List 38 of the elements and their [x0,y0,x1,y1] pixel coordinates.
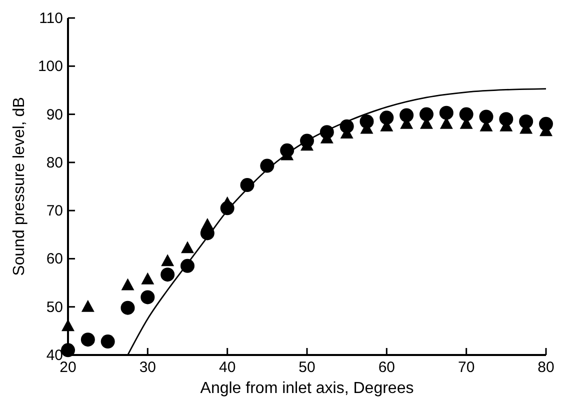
x-tick-label: 40 [218,359,236,376]
y-tick-label: 60 [46,250,63,268]
x-axis-title: Angle from inlet axis, Degrees [200,380,414,397]
point [100,334,115,349]
y-axis-title: Sound pressure level, dB [11,97,28,276]
y-tick-label: 100 [38,58,63,76]
point [380,110,394,125]
point [80,332,95,347]
x-tick-label: 20 [60,359,76,376]
x-tick-label: 60 [378,359,396,376]
point [120,300,135,315]
point [400,108,414,122]
y-tick-label: 110 [39,10,63,27]
x-tick-label: 70 [458,359,475,376]
y-tick-label: 90 [46,106,63,124]
point [141,272,154,284]
point [81,300,94,312]
y-tick-label: 70 [46,202,63,220]
point [519,114,534,129]
point [539,116,553,131]
point [439,106,454,120]
point [121,278,134,290]
point [61,343,75,358]
x-tick-label: 80 [538,359,554,376]
point [360,114,374,129]
x-tick-label: 30 [139,359,156,376]
y-tick-label: 50 [46,298,63,316]
point [340,119,354,134]
y-tick-label: 80 [46,154,63,172]
point [499,112,514,126]
x-tick-label: 50 [298,359,316,376]
point [181,241,194,254]
point [479,110,494,124]
point [459,107,474,122]
point [160,268,175,282]
point [140,290,155,304]
point [161,254,174,266]
point [420,107,434,122]
